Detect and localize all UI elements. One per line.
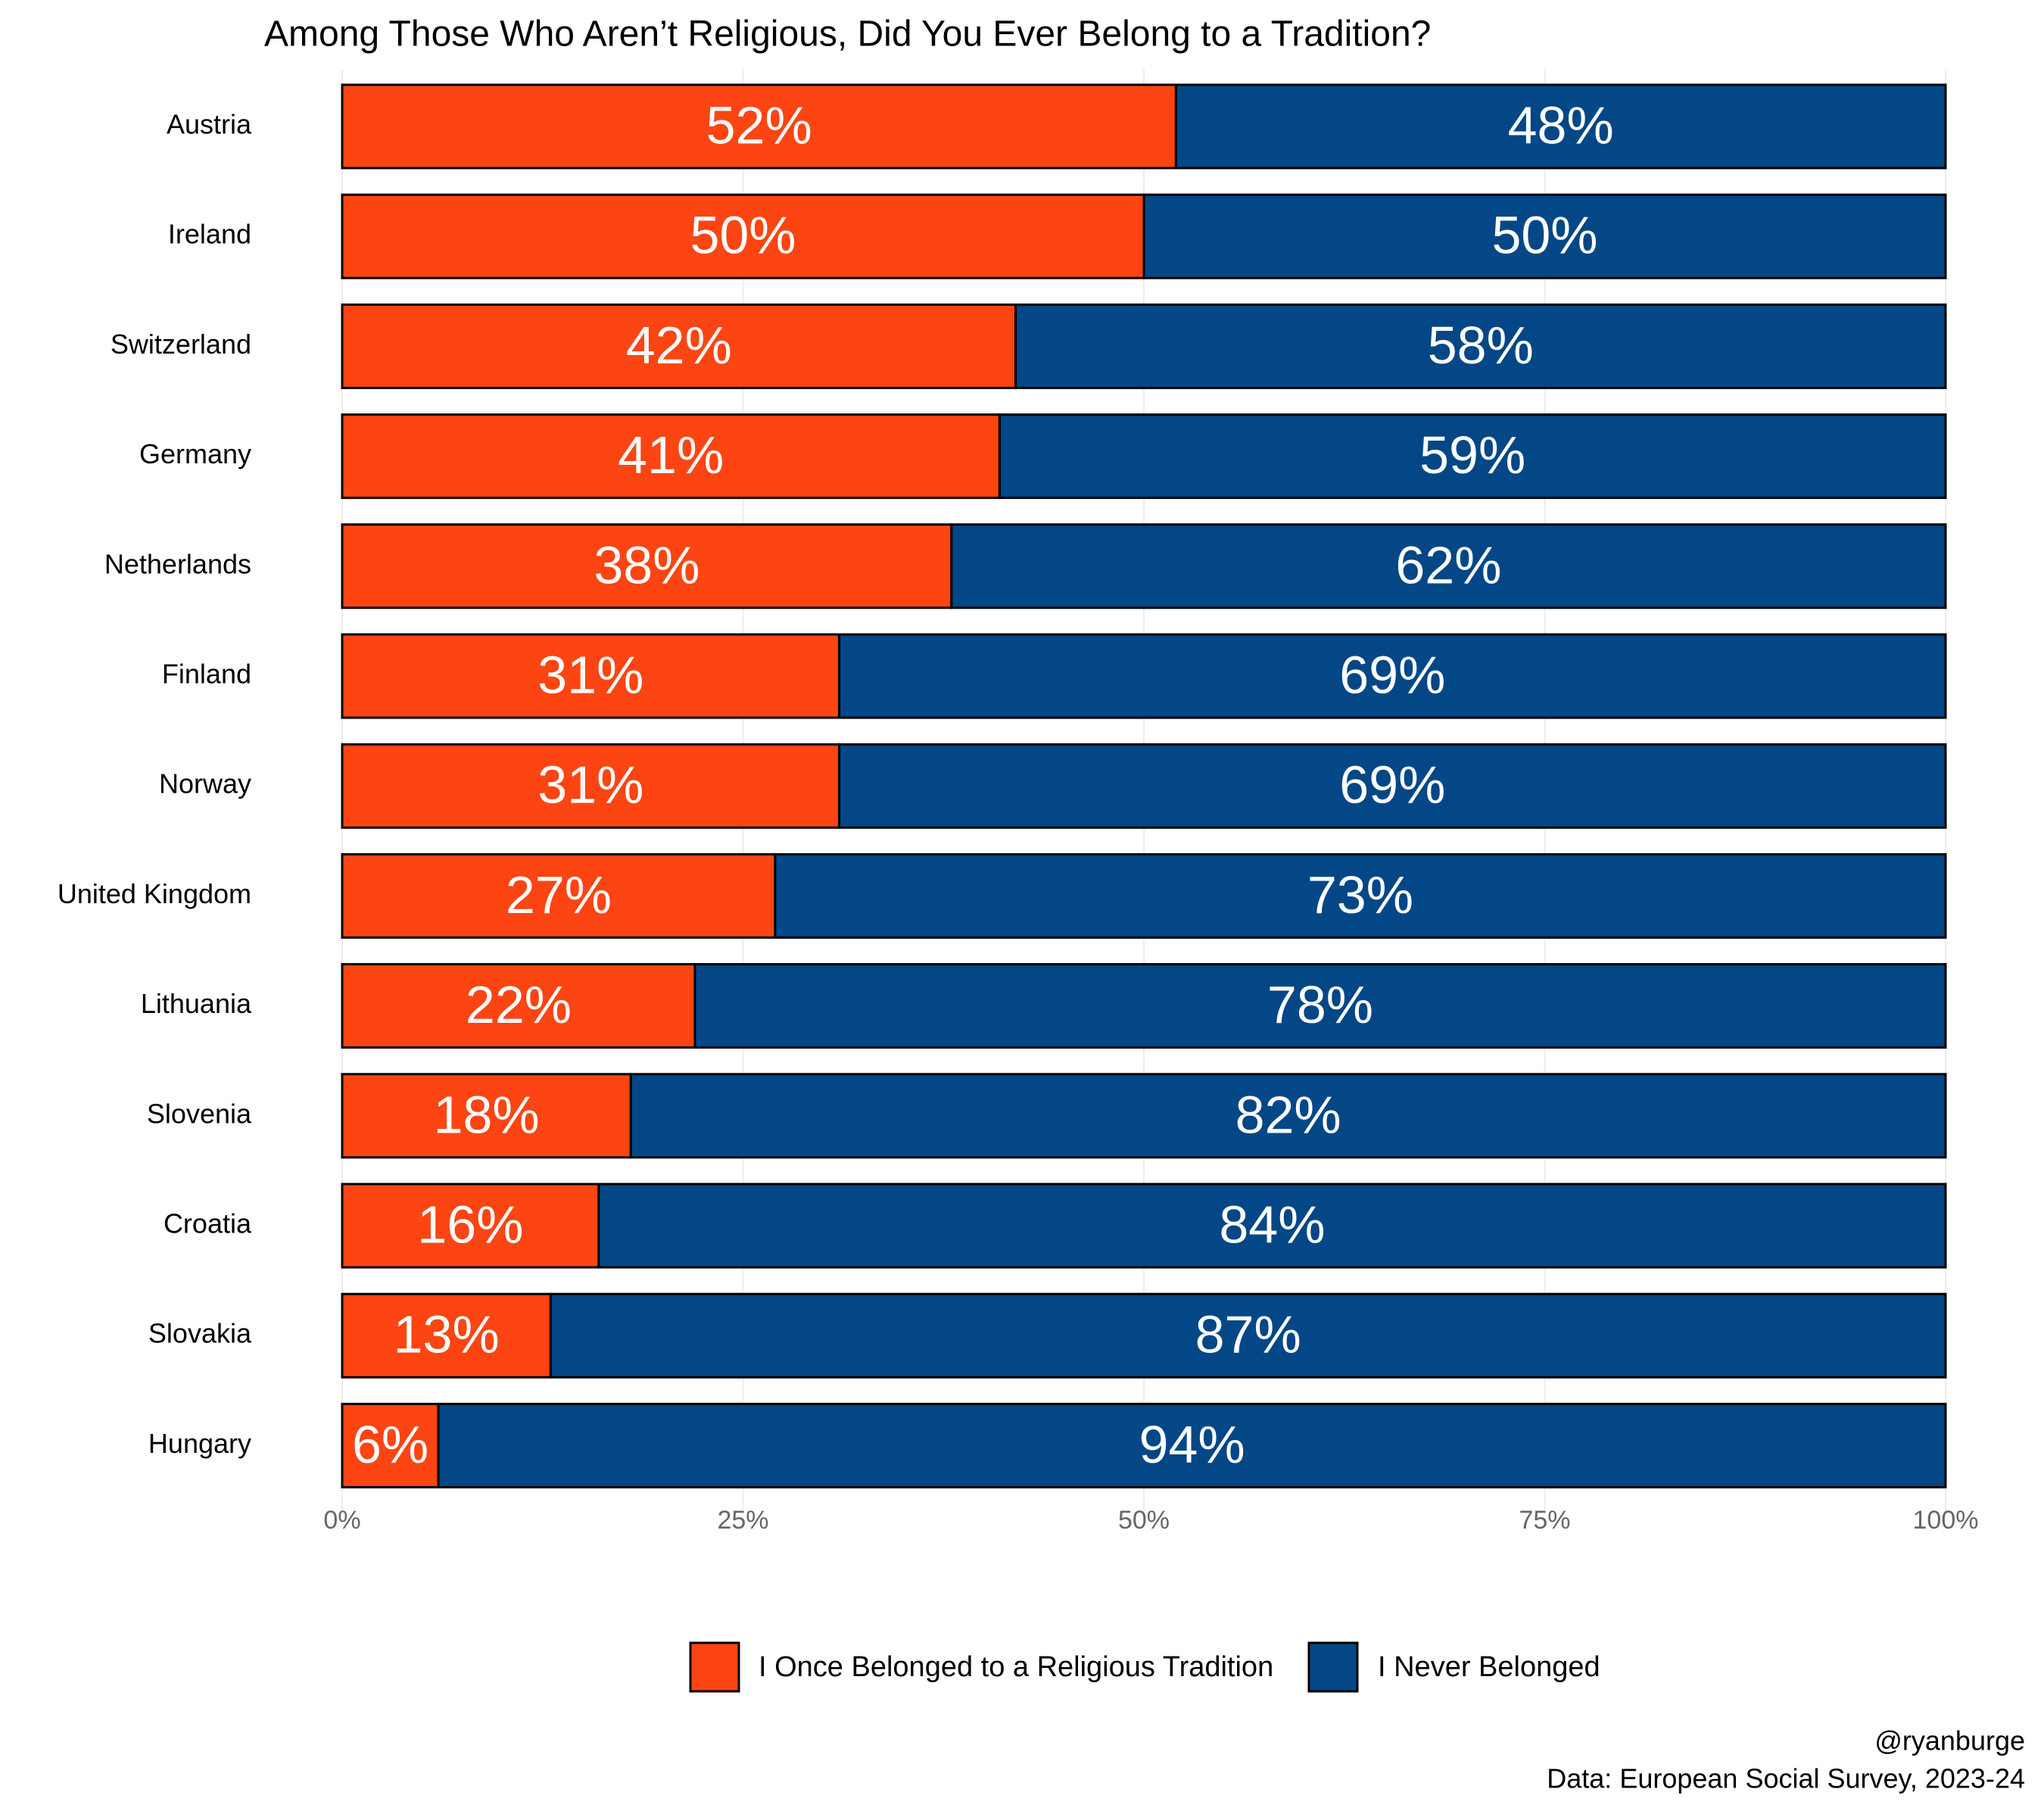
bar-segment (629, 1073, 1947, 1159)
caption: @ryanburge (1874, 1725, 2025, 1756)
y-tick-label: Lithuania (141, 988, 252, 1019)
bar-segment (693, 963, 1947, 1049)
value-label: 31% (537, 645, 643, 704)
legend: I Once Belonged to a Religious Tradition… (689, 1641, 1600, 1693)
bar-segment (437, 1402, 1947, 1488)
legend-swatch (689, 1641, 740, 1693)
y-tick-label: Germany (139, 438, 251, 469)
y-tick-label: Switzerland (111, 329, 251, 360)
bar-segment (549, 1292, 1947, 1379)
bar-segment (341, 852, 777, 939)
bar-segment (597, 1183, 1947, 1269)
value-label: 52% (706, 95, 812, 154)
value-label: 31% (537, 756, 643, 815)
caption: Data: European Social Survey, 2023-24 (1547, 1763, 2025, 1794)
value-label: 6% (352, 1415, 428, 1474)
x-tick-label: 50% (1118, 1506, 1170, 1535)
chart-title: Among Those Who Aren’t Religious, Did Yo… (264, 14, 1431, 55)
x-tick-label: 75% (1519, 1506, 1570, 1535)
value-label: 18% (434, 1085, 540, 1144)
bar-segment (341, 1183, 600, 1269)
value-label: 50% (690, 206, 796, 265)
bar-segment (341, 963, 696, 1049)
value-label: 27% (506, 865, 612, 924)
bar-segment (774, 852, 1947, 939)
value-label: 73% (1307, 865, 1413, 924)
y-tick-label: United Kingdom (58, 878, 251, 909)
value-label: 69% (1339, 645, 1445, 704)
legend-swatch (1307, 1641, 1359, 1693)
value-label: 84% (1219, 1195, 1325, 1254)
value-label: 69% (1339, 756, 1445, 815)
bar-segment (341, 743, 841, 829)
bar-segment (1014, 303, 1947, 389)
x-tick-label: 100% (1913, 1506, 1979, 1535)
bar-segment (998, 413, 1947, 500)
y-tick-label: Norway (159, 768, 251, 799)
y-tick-label: Hungary (148, 1428, 251, 1459)
value-label: 87% (1195, 1305, 1301, 1364)
value-label: 41% (618, 425, 724, 485)
value-label: 82% (1235, 1085, 1341, 1144)
bar-segment (341, 1073, 632, 1159)
bar-segment (341, 523, 953, 609)
y-tick-label: Austria (167, 109, 252, 140)
bar-segment (950, 523, 1947, 609)
value-label: 13% (394, 1305, 500, 1364)
legend-label: I Never Belonged (1378, 1651, 1600, 1683)
y-tick-label: Finland (162, 659, 251, 690)
value-label: 59% (1419, 425, 1525, 485)
bar-segment (1174, 83, 1947, 170)
y-tick-label: Slovenia (147, 1098, 252, 1129)
x-tick-label: 0% (323, 1506, 360, 1535)
value-label: 94% (1139, 1415, 1245, 1474)
value-label: 50% (1491, 206, 1597, 265)
bar-segment (838, 633, 1947, 719)
y-tick-label: Slovakia (148, 1318, 252, 1349)
bar-segment (341, 193, 1145, 279)
bar-segment (341, 303, 1017, 389)
y-tick-label: Netherlands (104, 548, 251, 579)
bar-segment (838, 743, 1947, 829)
value-label: 62% (1395, 535, 1501, 594)
legend-label: I Once Belonged to a Religious Tradition (759, 1651, 1273, 1683)
y-tick-label: Croatia (164, 1208, 252, 1239)
value-label: 48% (1508, 95, 1614, 154)
value-label: 22% (466, 975, 572, 1034)
y-tick-label: Ireland (168, 219, 251, 250)
value-label: 78% (1267, 975, 1373, 1034)
x-tick-label: 25% (717, 1506, 768, 1535)
value-label: 42% (626, 316, 732, 375)
bar-segment (341, 83, 1177, 170)
bar-segment (341, 1292, 552, 1379)
value-label: 58% (1428, 316, 1534, 375)
value-label: 38% (594, 535, 700, 594)
plot: 0% 25% 50% 75% 100% Austria 52% 48% Ireland 50% 50… (58, 70, 1979, 1535)
value-label: 16% (417, 1195, 523, 1254)
bar-segment (341, 413, 1001, 500)
bar-segment (1142, 193, 1947, 279)
